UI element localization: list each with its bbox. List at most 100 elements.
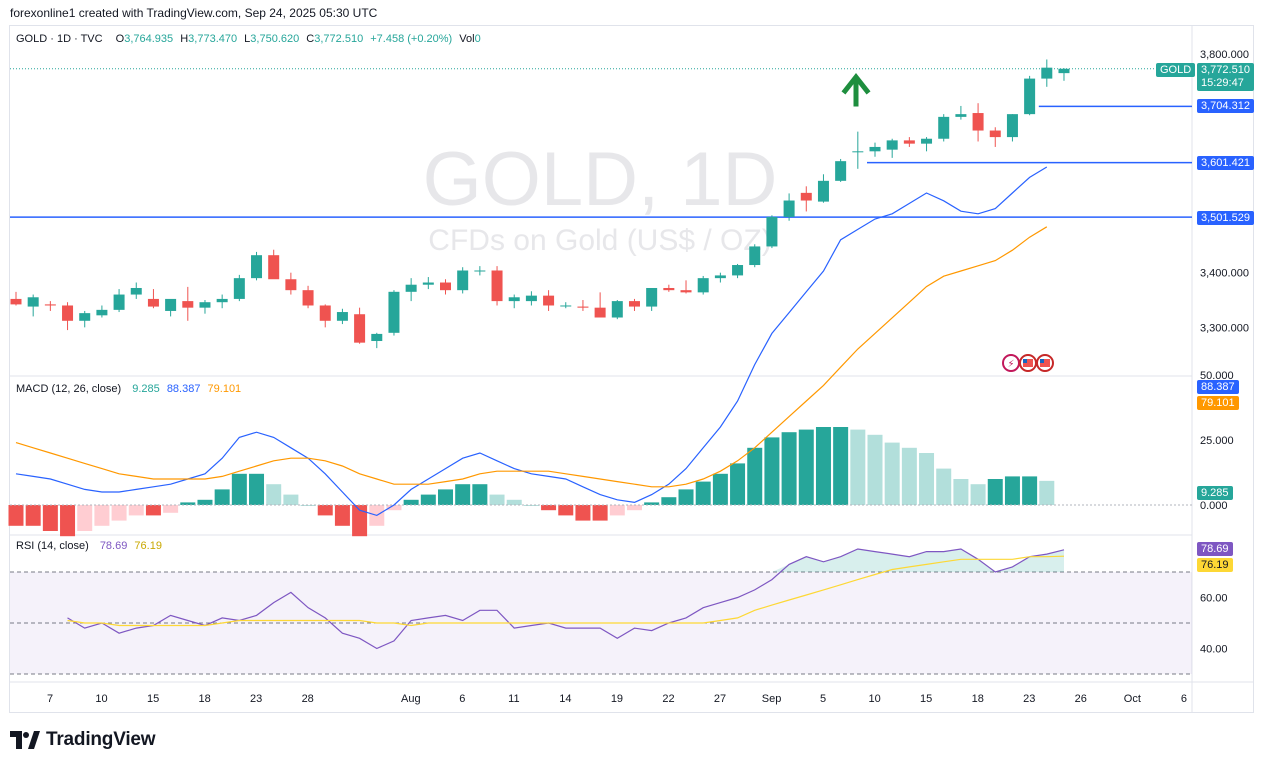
- candle-body[interactable]: [79, 313, 91, 321]
- macd-histogram-bar: [214, 489, 230, 505]
- macd-histogram-bar: [25, 505, 41, 526]
- candle-body[interactable]: [474, 270, 486, 272]
- price-axis[interactable]: 3,800.000 3,400.000 3,300.000 50.000 25.000 0…: [1200, 49, 1249, 656]
- level-tag-3[interactable]: 3,501.529: [1197, 211, 1254, 225]
- candle-body[interactable]: [199, 302, 211, 308]
- candle-body[interactable]: [663, 287, 675, 291]
- candle-body[interactable]: [921, 138, 933, 144]
- candle-body[interactable]: [422, 282, 434, 285]
- time-tick-label: Aug: [401, 693, 421, 705]
- candle-body[interactable]: [783, 200, 795, 217]
- candle-body[interactable]: [972, 113, 984, 131]
- candle-body[interactable]: [903, 140, 915, 144]
- candlesticks[interactable]: [10, 59, 1070, 349]
- candle-body[interactable]: [577, 306, 589, 308]
- candle-body[interactable]: [27, 297, 39, 307]
- rsi-title[interactable]: RSI (14, close): [16, 540, 89, 552]
- candle-body[interactable]: [10, 298, 22, 305]
- candle-body[interactable]: [302, 290, 314, 306]
- level-tag-2[interactable]: 3,601.421: [1197, 156, 1254, 170]
- candle-body[interactable]: [165, 298, 177, 311]
- rsi-ma-line[interactable]: [67, 555, 1065, 627]
- chart-frame[interactable]: [9, 25, 1254, 713]
- candle-body[interactable]: [354, 314, 366, 343]
- candle-body[interactable]: [749, 246, 761, 266]
- macd-histogram-bar: [489, 494, 505, 505]
- candle-body[interactable]: [113, 294, 125, 310]
- symbol-label[interactable]: GOLD · 1D · TVC: [16, 33, 103, 45]
- candle-body[interactable]: [732, 265, 744, 276]
- macd-histogram-bar: [970, 484, 986, 505]
- time-axis[interactable]: 7 10 15 18 23 28 Aug 6 11 14 19 22 27 Sep 5 10 15 18 23 26 O…: [47, 693, 1187, 705]
- candle-body[interactable]: [1041, 67, 1053, 79]
- candle-body[interactable]: [886, 140, 898, 150]
- macd-histogram[interactable]: [8, 427, 1055, 537]
- macd-histogram-bar: [798, 429, 814, 505]
- candle-body[interactable]: [457, 270, 469, 291]
- candle-body[interactable]: [697, 278, 709, 293]
- macd-histogram-bar: [644, 502, 660, 505]
- candle-body[interactable]: [800, 192, 812, 201]
- candle-body[interactable]: [96, 309, 108, 316]
- candle-body[interactable]: [44, 304, 56, 306]
- macd-signal-value: 79.101: [207, 383, 242, 395]
- event-icons[interactable]: ⚡: [1002, 354, 1054, 372]
- candle-body[interactable]: [525, 295, 537, 302]
- candle-body[interactable]: [955, 114, 967, 117]
- candle-body[interactable]: [628, 301, 640, 307]
- candle-body[interactable]: [388, 291, 400, 333]
- tradingview-logo[interactable]: TradingView: [10, 729, 156, 751]
- candle-body[interactable]: [869, 146, 881, 152]
- rsi-value: 78.69: [99, 540, 128, 552]
- open-value: 3,764.935: [124, 33, 174, 45]
- open-label: O: [115, 33, 125, 45]
- candle-body[interactable]: [560, 305, 572, 307]
- candle-body[interactable]: [182, 301, 194, 308]
- candle-body[interactable]: [611, 301, 623, 318]
- rsi-line[interactable]: [67, 548, 1065, 650]
- macd-title[interactable]: MACD (12, 26, close): [16, 383, 122, 395]
- candle-body[interactable]: [594, 307, 606, 318]
- macd-histogram-bar: [833, 427, 849, 505]
- flash-glyph: ⚡: [1007, 359, 1014, 370]
- candle-body[interactable]: [62, 305, 74, 321]
- macd-tick-label: 25.000: [1200, 435, 1234, 447]
- candle-body[interactable]: [216, 298, 228, 303]
- macd-histogram-bar: [455, 484, 471, 505]
- candle-body[interactable]: [714, 275, 726, 279]
- candle-body[interactable]: [491, 270, 503, 302]
- candle-body[interactable]: [285, 279, 297, 291]
- candle-body[interactable]: [1058, 68, 1070, 74]
- candle-body[interactable]: [268, 255, 280, 280]
- candle-body[interactable]: [405, 284, 417, 292]
- candle-body[interactable]: [440, 282, 451, 291]
- candle-body[interactable]: [646, 287, 658, 307]
- candle-body[interactable]: [251, 255, 263, 279]
- candle-body[interactable]: [508, 297, 520, 302]
- macd-value-tag: 88.387: [1197, 380, 1239, 394]
- candle-body[interactable]: [817, 180, 829, 202]
- candle-body[interactable]: [1006, 114, 1018, 138]
- candle-body[interactable]: [680, 290, 692, 293]
- candle-body[interactable]: [371, 333, 383, 342]
- level-tag-1[interactable]: 3,704.312: [1197, 99, 1254, 113]
- up-arrow-icon[interactable]: [841, 72, 871, 107]
- signal-line[interactable]: [15, 226, 1048, 488]
- candle-body[interactable]: [1024, 78, 1036, 115]
- price-tick-label: 3,400.000: [1200, 268, 1249, 280]
- candle-body[interactable]: [233, 278, 245, 299]
- horizontal-levels[interactable]: [10, 105, 1192, 218]
- candle-body[interactable]: [147, 298, 159, 307]
- candle-body[interactable]: [130, 287, 142, 295]
- chart-canvas[interactable]: GOLD, 1D CFDs on Gold (US$ / OZ) ⚡ 3,800…: [0, 0, 1263, 715]
- candle-body[interactable]: [543, 295, 555, 306]
- candle-body[interactable]: [319, 305, 331, 321]
- macd-histogram-bar: [334, 505, 350, 526]
- macd-histogram-bar: [592, 505, 608, 521]
- candle-body[interactable]: [766, 216, 778, 247]
- candle-body[interactable]: [989, 130, 1001, 138]
- candle-body[interactable]: [336, 312, 348, 321]
- candle-body[interactable]: [835, 161, 847, 181]
- candle-body[interactable]: [938, 116, 950, 139]
- candle-body[interactable]: [852, 151, 864, 153]
